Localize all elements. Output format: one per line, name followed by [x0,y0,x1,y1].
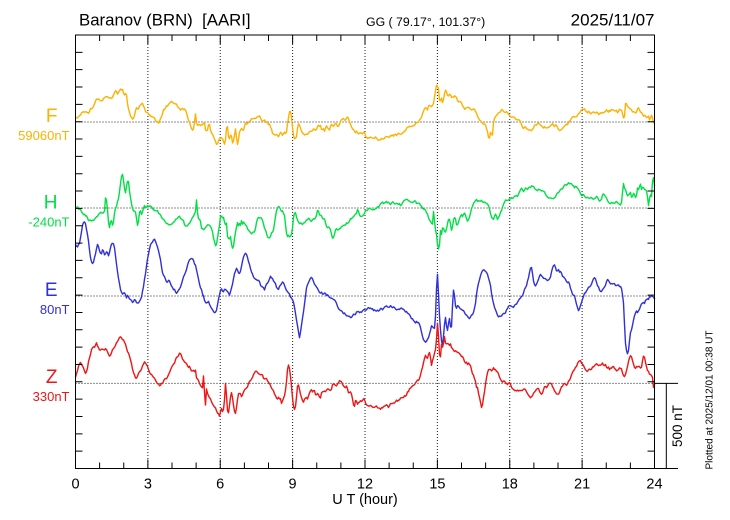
svg-text:-240nT: -240nT [28,215,69,230]
svg-text:18: 18 [502,477,518,493]
svg-text:6: 6 [216,477,224,493]
svg-text:15: 15 [429,477,445,493]
svg-text:F: F [46,106,58,127]
svg-text:Z: Z [46,367,58,388]
svg-text:GG ( 79.17°, 101.37°): GG ( 79.17°, 101.37°) [366,15,485,29]
svg-text:24: 24 [646,477,662,493]
svg-text:H: H [44,193,58,214]
svg-text:E: E [45,280,58,301]
svg-text:2025/11/07: 2025/11/07 [571,11,655,30]
svg-text:21: 21 [574,477,590,493]
svg-text:3: 3 [144,477,152,493]
svg-text:80nT: 80nT [40,302,70,317]
svg-text:Plotted at 2025/12/01 00:38 UT: Plotted at 2025/12/01 00:38 UT [705,331,716,470]
svg-text:330nT: 330nT [33,389,70,404]
svg-text:12: 12 [357,477,373,493]
svg-text:500 nT: 500 nT [670,405,685,447]
svg-text:U T (hour): U T (hour) [332,492,398,508]
svg-text:9: 9 [289,477,297,493]
svg-text:59060nT: 59060nT [18,128,69,143]
svg-text:Baranov (BRN) [AARI]: Baranov (BRN) [AARI] [79,11,251,30]
svg-text:0: 0 [71,477,79,493]
